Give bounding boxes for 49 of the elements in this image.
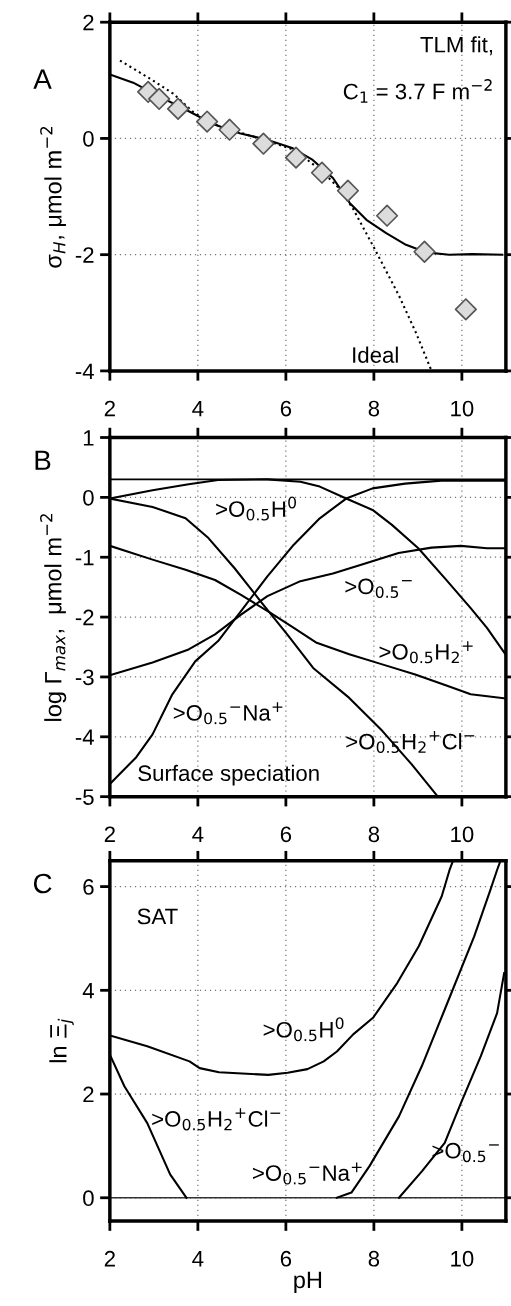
x-tick-label: 10 (451, 400, 474, 417)
annotation: >O$_{0.5}$H$_{2}$$^{+}$ (379, 641, 473, 664)
x-tick-label: 4 (192, 1251, 204, 1267)
y-axis-title: ln Ξ$_{j}$ (49, 1018, 74, 1063)
x-tick-label: 4 (192, 826, 204, 842)
y-tick-label: 2 (83, 14, 94, 31)
y-tick-label: 0 (83, 489, 94, 506)
y-tick-label: 0 (83, 1190, 94, 1207)
y-tick-label: -2 (75, 247, 94, 263)
chart-title: B (35, 450, 51, 470)
annotation: >O$_{0.5}$$^{−}$Na$^{+}$ (173, 702, 283, 725)
annotation: TLM fit, (420, 36, 493, 56)
y-tick-label: -3 (75, 669, 94, 686)
chart-title: C (33, 873, 52, 894)
x-tick-label: 2 (104, 826, 115, 842)
x-tick-label: 6 (280, 826, 292, 843)
y-tick-label: 2 (83, 1086, 94, 1103)
text: A (33, 69, 52, 89)
annotation: >O$_{0.5}$H$^{0}$ (263, 1017, 344, 1042)
y-axis-title: log Γ$_{max}$, μmol m$^{−2}$ (40, 514, 67, 721)
annotation: SAT (137, 908, 178, 925)
y-tick-label: -4 (75, 363, 94, 379)
x-tick-label: 8 (368, 826, 380, 843)
x-tick-label: 2 (104, 1250, 115, 1267)
annotation: >O$_{0.5}$H$^{0}$ (216, 496, 297, 521)
x-tick-label: 6 (280, 1250, 292, 1267)
x-tick-label: 4 (192, 400, 204, 417)
annotation: >O$_{0.5}$$^{−}$Na$^{+}$ (252, 1162, 362, 1185)
y-tick-label: 1 (83, 430, 94, 446)
y-tick-label: -5 (75, 789, 94, 805)
annotation: >O$_{0.5}$$^{−}$ (345, 578, 412, 598)
annotation: C$_{1}$ = 3.7 F m$^{−2}$ (343, 79, 492, 103)
annotation: >O$_{0.5}$H$_{2}$$^{+}$Cl$^{−}$ (152, 1108, 281, 1131)
y-tick-label: -2 (75, 609, 94, 626)
x-tick-label: 2 (104, 400, 115, 417)
y-tick-label: 6 (83, 879, 94, 895)
x-tick-label: 10 (451, 826, 474, 843)
x-tick-label: 6 (280, 400, 292, 417)
x-tick-label: 10 (451, 1250, 474, 1267)
y-tick-label: -1 (75, 549, 94, 566)
x-tick-label: 8 (368, 1250, 380, 1267)
y-tick-label: 4 (82, 983, 94, 999)
y-axis-title: σ$_{H}$, μmol m$^{−2}$ (40, 126, 66, 268)
x-axis-title: pH (294, 1271, 322, 1293)
y-tick-label: 0 (83, 130, 94, 147)
x-tick-label: 8 (368, 400, 380, 417)
y-tick-label: -4 (75, 729, 94, 745)
annotation: Surface speciation (138, 764, 319, 786)
annotation: Ideal (353, 346, 398, 363)
